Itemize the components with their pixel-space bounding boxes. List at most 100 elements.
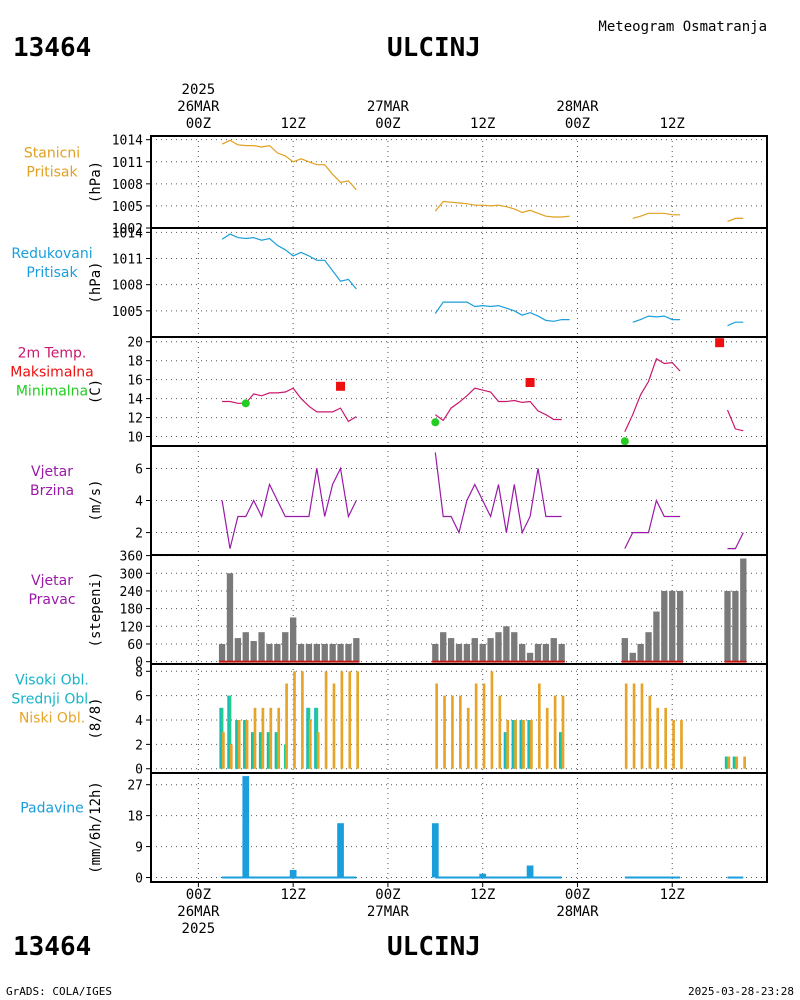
direction-bar — [653, 611, 660, 662]
direction-bar — [550, 638, 557, 662]
y-tick-label: 6 — [135, 462, 143, 477]
y-tick-label: 18 — [127, 355, 143, 370]
direction-bar — [353, 638, 360, 662]
y-tick-label: 360 — [120, 550, 143, 565]
mid-cloud-bar — [252, 732, 256, 769]
direction-bar — [258, 632, 265, 662]
label-line: 27MAR — [367, 904, 410, 920]
direction-bar — [282, 632, 289, 662]
y-tick-label: 4 — [135, 714, 143, 729]
y-tick-label: 1011 — [112, 156, 143, 171]
direction-bar — [218, 643, 226, 662]
chart-title: Meteogram Osmatranja — [598, 19, 767, 35]
precip-bar — [431, 823, 439, 878]
y-tick-label: 1008 — [112, 279, 143, 294]
direction-bar — [495, 632, 502, 662]
direction-bar — [629, 652, 636, 662]
label-line: 27MAR — [367, 99, 410, 115]
mid-cloud-bar — [307, 707, 311, 769]
low-cloud-bar — [451, 695, 454, 769]
low-cloud-bar — [680, 720, 683, 769]
y-tick-label: 1002 — [112, 222, 143, 237]
direction-bar — [329, 643, 336, 662]
precip-bar — [526, 865, 534, 878]
reduced-pressure-line — [221, 233, 357, 290]
y-tick-label: 1014 — [112, 134, 143, 149]
panel-temperature: 2m Temp. Maksimalna Minimalna (C) 10 12 14 16 18… — [10, 336, 768, 447]
panel-label-line: Redukovani — [11, 246, 92, 262]
y-tick-label: 240 — [120, 585, 143, 600]
label-line: 2025 — [182, 921, 216, 937]
y-tick-label: 18 — [127, 810, 143, 825]
low-cloud-bar — [727, 756, 731, 769]
direction-bar — [487, 638, 494, 662]
label-line: 12Z — [281, 116, 306, 132]
low-cloud-bar — [474, 683, 478, 769]
low-cloud-bar — [237, 720, 241, 769]
panel-label-line: 2m Temp. — [18, 346, 87, 362]
station-pressure-line — [221, 139, 357, 191]
low-cloud-bar — [640, 683, 644, 769]
credit-text: GrADS: COLA/IGES — [6, 985, 112, 998]
y-tick-label: 0 — [135, 872, 143, 887]
temperature-line — [726, 409, 744, 432]
y-tick-label: 1014 — [112, 226, 143, 241]
y-tick-label: 180 — [120, 603, 143, 618]
y-tick-label: 8 — [135, 665, 143, 680]
low-cloud-bar — [537, 683, 541, 769]
direction-bar — [266, 643, 273, 662]
high-cloud-bar — [314, 707, 317, 769]
y-tick-label: 10 — [127, 431, 143, 446]
max-temp-marker — [336, 381, 346, 391]
low-cloud-bar — [506, 720, 510, 769]
top-time-label: 12Z — [660, 116, 685, 132]
y-tick-label: 300 — [120, 567, 143, 582]
low-cloud-bar — [301, 671, 304, 769]
panel-station-pressure: Stanicni Pritisak (hPa) 1002 1005 1008 1011 101… — [24, 134, 768, 237]
panel-clouds: Visoki Obl. Srednji Obl. Niski Obl. (8/8) 0 2… — [11, 663, 768, 778]
panel-label-line: Pravac — [28, 592, 75, 608]
timestamp-text: 2025-03-28-23:28 — [688, 985, 794, 998]
panel-reduced-pressure: Redukovani Pritisak (hPa) 1005 1008 1011 1014 — [11, 226, 768, 338]
precip-bar — [289, 869, 297, 878]
panel-label-line: Pritisak — [26, 265, 78, 281]
direction-bar — [337, 643, 344, 662]
y-tick-label: 14 — [127, 393, 143, 408]
low-cloud-bar — [293, 671, 296, 769]
direction-bar — [661, 590, 668, 662]
min-temp-marker — [620, 437, 629, 446]
station-name-bottom: ULCINJ — [387, 932, 481, 962]
panel-label-line: Vjetar — [31, 464, 73, 480]
precip-bar — [479, 873, 487, 878]
low-cloud-bar — [229, 744, 233, 769]
low-cloud-bar — [482, 683, 486, 769]
low-cloud-bar — [348, 671, 352, 769]
low-cloud-bar — [324, 671, 328, 769]
y-tick-label: 12 — [127, 412, 143, 427]
panel-label-line: Vjetar — [31, 573, 73, 589]
reduced-pressure-line — [727, 321, 744, 327]
low-cloud-bar — [498, 695, 502, 769]
low-cloud-bar — [632, 683, 636, 769]
low-cloud-bar — [664, 707, 668, 769]
panel-frame — [150, 227, 768, 338]
direction-bar — [511, 632, 518, 662]
label-line: 00Z — [565, 887, 590, 903]
direction-bar — [297, 643, 305, 662]
low-cloud-bar — [545, 707, 549, 769]
low-cloud-bar — [735, 756, 739, 769]
panel-label-line: Padavine — [20, 801, 84, 817]
bottom-time-label: 12Z — [281, 887, 306, 903]
panels: Stanicni Pritisak (hPa)1002100510081011101… — [10, 134, 768, 887]
y-tick-label: 1011 — [112, 253, 143, 268]
low-cloud-bar — [553, 695, 557, 769]
panel-label-line: Pritisak — [26, 165, 78, 181]
panel-label: Redukovani Pritisak — [11, 246, 92, 281]
wind-speed-line — [221, 466, 357, 549]
panel-precipitation: Padavine (mm/6h/12h) 0 9 18 27 — [20, 772, 768, 887]
low-cloud-bar — [269, 707, 273, 769]
high-cloud-bar — [266, 732, 270, 769]
low-cloud-bar — [656, 707, 660, 769]
